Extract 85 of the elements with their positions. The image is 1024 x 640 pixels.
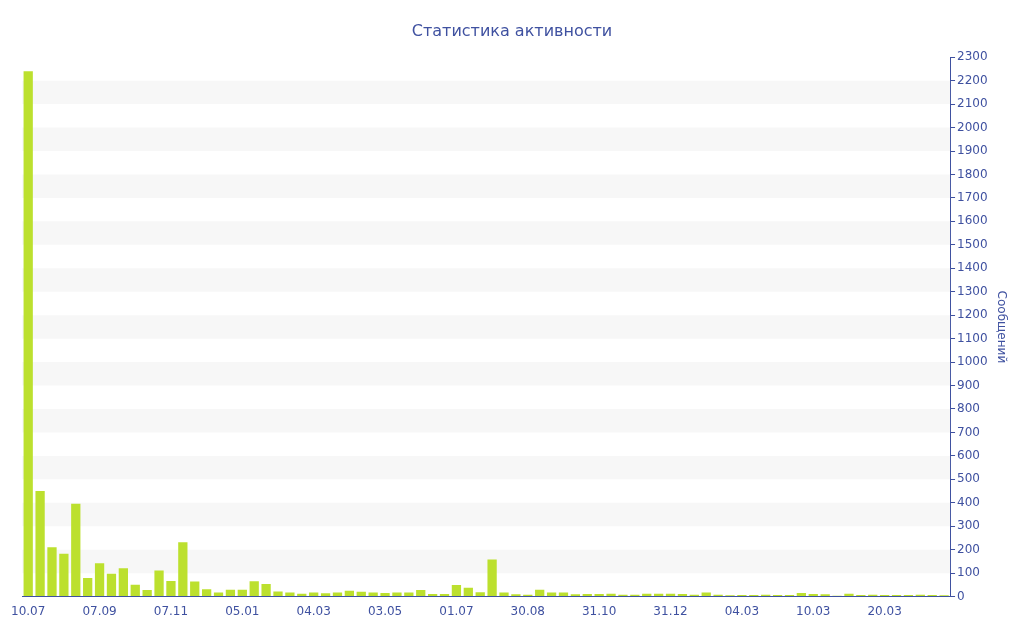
bar [439,594,450,597]
y-tick-label: 900 [957,377,980,392]
y-tick-label: 1400 [957,260,988,275]
bar [71,503,81,597]
bar [844,593,854,597]
bar [404,592,414,597]
bar [463,587,473,597]
bar [261,583,271,597]
bar [94,563,105,597]
y-tick-label: 1500 [957,236,988,251]
bar [166,580,176,597]
x-tick-label: 05.01 [225,603,260,618]
y-tick-label: 300 [957,518,980,533]
y-tick-label: 700 [957,424,980,439]
y-tick-label: 400 [957,494,980,509]
y-tick-label: 800 [957,401,980,416]
y-tick-label: 1200 [957,307,988,322]
bar [285,592,295,597]
y-tick-label: 200 [957,541,980,556]
bar [582,594,592,597]
bar [392,592,402,597]
bar [106,573,117,597]
y-tick-label: 1000 [957,354,988,369]
x-tick-label: 30.08 [510,603,545,618]
x-tick-label: 04.03 [296,603,331,618]
bar [178,542,188,597]
bar [201,589,212,597]
bar [130,584,140,597]
bar [499,592,509,597]
bar [808,594,818,597]
x-tick-label: 07.09 [82,603,117,618]
x-tick-label: 01.07 [439,603,474,618]
chart-title: Статистика активности [411,20,613,40]
bar [273,591,283,597]
x-tick-label: 10.07 [11,603,46,618]
y-tick-label: 2200 [957,72,988,87]
y-tick-label: 600 [957,448,980,463]
y-tick-label: 1900 [957,143,988,158]
bar [594,594,604,597]
bar [796,593,807,597]
bar [23,71,33,597]
y-tick-label: 1800 [957,166,988,181]
x-tick-label: 07.11 [153,603,189,618]
bar [35,491,45,597]
bar [309,592,319,597]
y-tick-label: 500 [957,471,980,486]
bar [118,568,128,597]
x-tick-label: 03.05 [367,603,403,618]
bar [154,570,164,597]
bar [225,589,236,597]
x-tick-label: 31.12 [653,603,688,618]
y-tick-label: 1100 [957,330,988,345]
y-tick-label: 2000 [957,119,988,134]
bar [142,590,152,597]
y-tick-label: 0 [957,588,965,603]
x-tick-label: 10.03 [796,603,831,618]
bar [320,593,331,597]
y-axis-title: Сообщений [994,290,1009,364]
bar [380,593,390,597]
bar [237,589,247,597]
x-tick-label: 04.03 [724,603,760,618]
bar [344,590,355,597]
bar [190,581,200,597]
bar [47,547,57,597]
bar [475,592,485,597]
bar [487,559,497,597]
bar [213,592,224,597]
bar [416,590,426,597]
bar [83,578,93,597]
y-tick-label: 2300 [957,49,988,64]
y-tick-label: 2100 [957,96,988,111]
y-tick-label: 1600 [957,213,988,228]
bar [535,589,545,597]
x-tick-label: 31.10 [581,603,617,618]
y-tick-label: 100 [957,565,980,580]
bar [59,553,69,597]
bar [677,594,688,597]
y-tick-label: 1300 [957,283,988,298]
bar [332,592,343,597]
bar [427,594,438,597]
bar [451,585,462,597]
y-tick-label: 1700 [957,190,988,205]
x-tick-label: 20.03 [867,603,902,618]
bar [249,581,259,597]
bar [606,593,616,597]
